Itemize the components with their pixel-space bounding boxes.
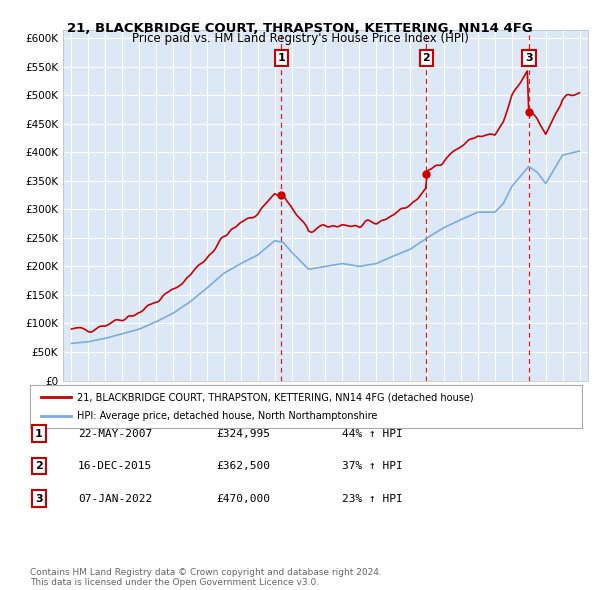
- Text: £362,500: £362,500: [216, 461, 270, 471]
- Text: 22-MAY-2007: 22-MAY-2007: [78, 429, 152, 438]
- Text: 3: 3: [35, 494, 43, 503]
- Text: 37% ↑ HPI: 37% ↑ HPI: [342, 461, 403, 471]
- Text: 1: 1: [35, 429, 43, 438]
- Text: 21, BLACKBRIDGE COURT, THRAPSTON, KETTERING, NN14 4FG: 21, BLACKBRIDGE COURT, THRAPSTON, KETTER…: [67, 22, 533, 35]
- Text: HPI: Average price, detached house, North Northamptonshire: HPI: Average price, detached house, Nort…: [77, 411, 377, 421]
- Text: Price paid vs. HM Land Registry's House Price Index (HPI): Price paid vs. HM Land Registry's House …: [131, 32, 469, 45]
- Text: 3: 3: [525, 53, 533, 63]
- Text: 1: 1: [277, 53, 285, 63]
- Text: 21, BLACKBRIDGE COURT, THRAPSTON, KETTERING, NN14 4FG (detached house): 21, BLACKBRIDGE COURT, THRAPSTON, KETTER…: [77, 392, 473, 402]
- Text: 16-DEC-2015: 16-DEC-2015: [78, 461, 152, 471]
- Text: Contains HM Land Registry data © Crown copyright and database right 2024.
This d: Contains HM Land Registry data © Crown c…: [30, 568, 382, 587]
- Text: 2: 2: [35, 461, 43, 471]
- Text: 07-JAN-2022: 07-JAN-2022: [78, 494, 152, 503]
- Text: 44% ↑ HPI: 44% ↑ HPI: [342, 429, 403, 438]
- Text: £470,000: £470,000: [216, 494, 270, 503]
- Text: 2: 2: [422, 53, 430, 63]
- Text: 23% ↑ HPI: 23% ↑ HPI: [342, 494, 403, 503]
- Text: £324,995: £324,995: [216, 429, 270, 438]
